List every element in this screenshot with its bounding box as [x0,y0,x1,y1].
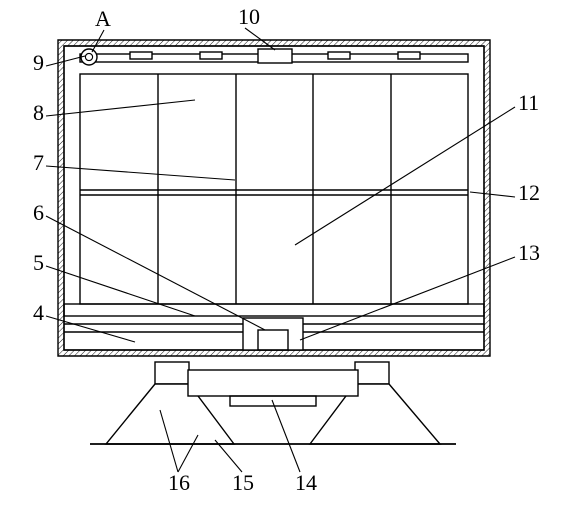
leader-11 [295,107,515,245]
label-13: 13 [518,240,540,265]
label-12: 12 [518,180,540,205]
label-A: A [95,6,111,31]
pedestal-inner [230,396,316,406]
label-7: 7 [33,150,44,175]
leader-6 [46,216,265,330]
outer-shell [58,40,490,356]
label-10: 10 [238,4,260,29]
leader-13 [300,257,515,340]
label-15: 15 [232,470,254,495]
rail-slider-1 [200,52,222,59]
leader-14 [272,400,300,472]
rail-slider-2 [328,52,350,59]
rail-slider-3 [398,52,420,59]
compartment-grid [80,74,468,304]
leader-9 [46,56,85,66]
label-6: 6 [33,200,44,225]
label-11: 11 [518,90,539,115]
leader-7 [46,166,235,180]
detail-A-knob [81,49,97,65]
engineering-diagram: A 10 9 8 7 6 5 4 11 12 13 16 15 14 [0,0,573,511]
label-14: 14 [295,470,317,495]
rail-slider-0 [130,52,152,59]
pedestal-bar [188,370,358,396]
leg-post-0 [155,362,189,384]
leader-12 [470,192,515,197]
label-5: 5 [33,250,44,275]
label-16: 16 [168,470,190,495]
leader-8 [46,100,195,116]
label-8: 8 [33,100,44,125]
label-9: 9 [33,50,44,75]
lower-shelf [64,304,484,316]
rail-center-block [258,49,292,63]
leader-5 [46,266,195,316]
leg-post-1 [355,362,389,384]
label-4: 4 [33,300,44,325]
